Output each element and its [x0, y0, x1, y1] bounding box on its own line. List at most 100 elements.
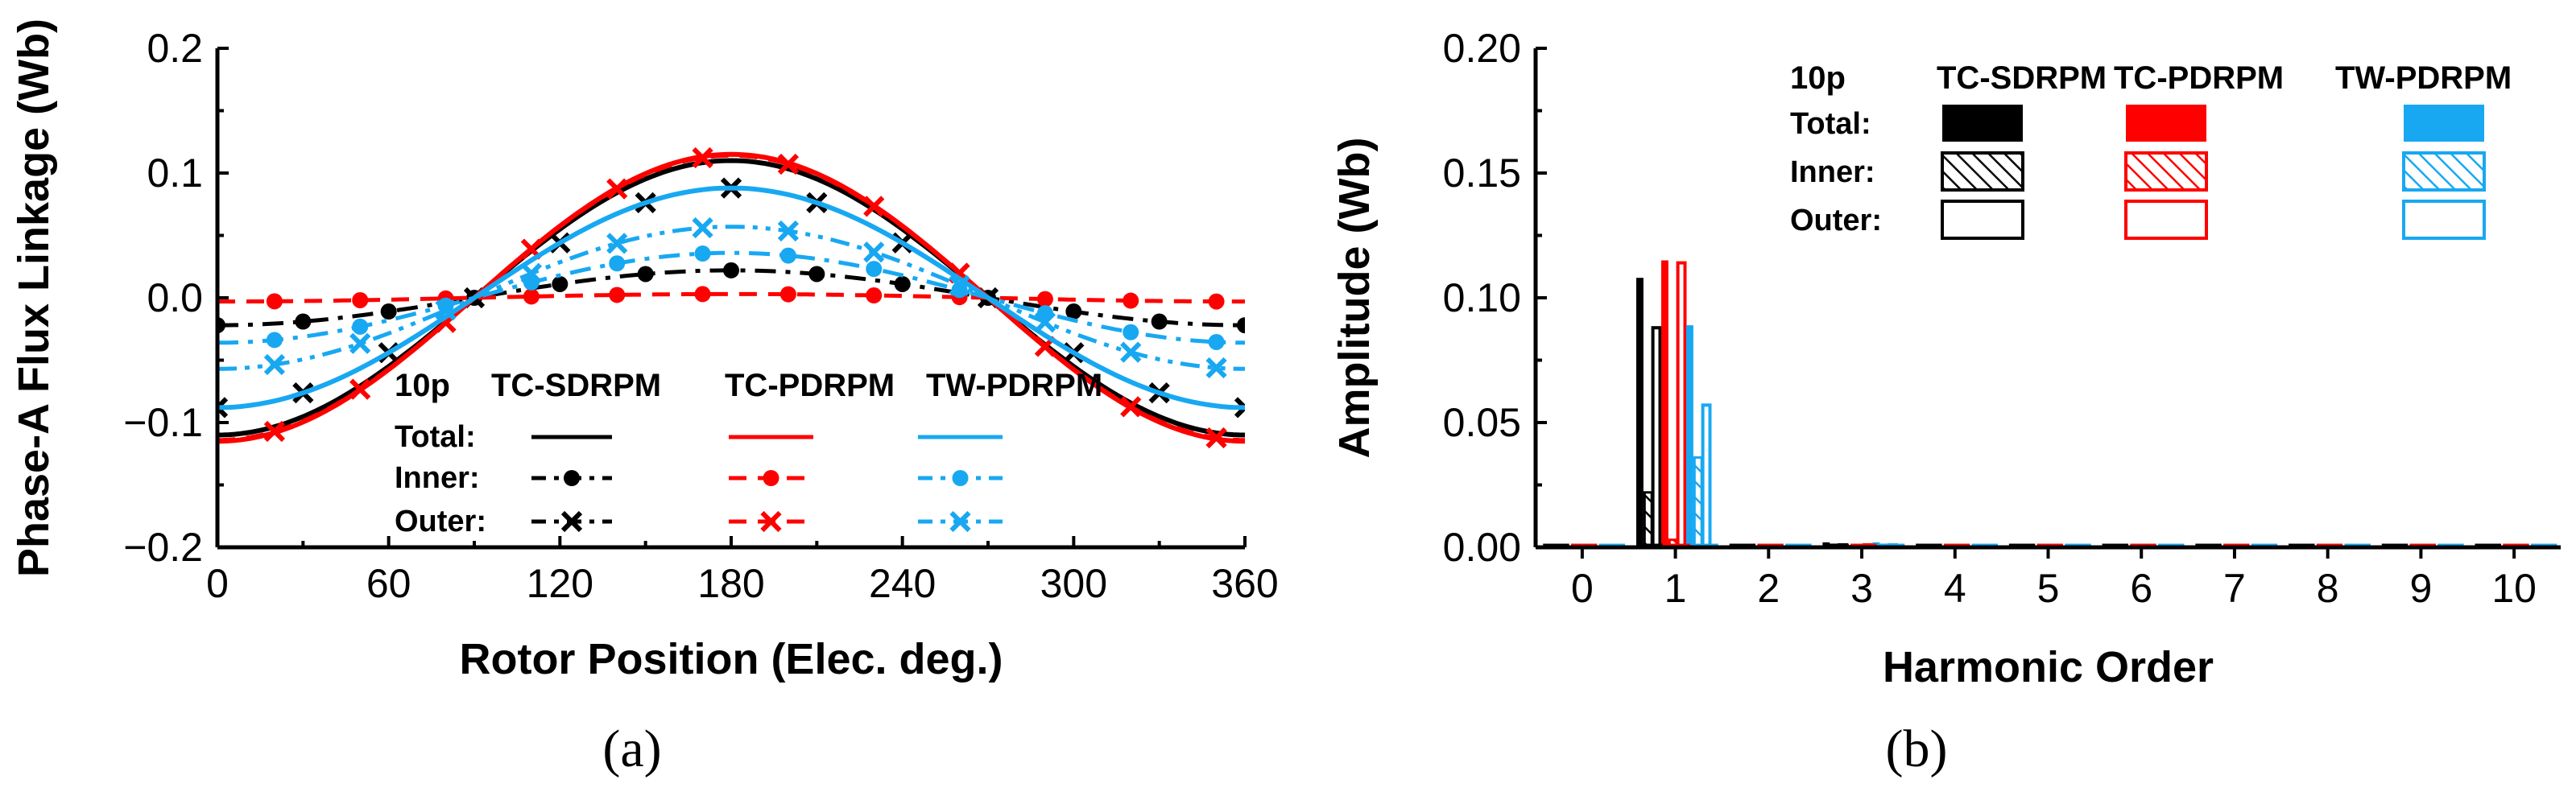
marker-cross — [1234, 397, 1245, 419]
marker-dot — [609, 287, 626, 303]
legend-column-tc-pdrpm: TC-PDRPM — [725, 368, 895, 403]
bar — [1701, 403, 1712, 549]
bar — [1661, 260, 1668, 547]
marker-cross — [1120, 396, 1142, 418]
marker-dot — [1036, 291, 1053, 307]
marker-dot — [1208, 333, 1225, 350]
x-tick-label: 3 — [1850, 566, 1873, 611]
y-axis-title: Phase-A Flux Linkage (Wb) — [10, 19, 58, 577]
y-tick-label: 0.10 — [1443, 275, 1521, 320]
x-tick-label: 1 — [1664, 566, 1687, 611]
x-tick-label: 8 — [2317, 566, 2339, 611]
x-tick-label: 7 — [2223, 566, 2246, 611]
marker-cross — [217, 397, 229, 419]
legend-row-total: Total: — [395, 420, 476, 454]
marker-dot — [1237, 317, 1245, 334]
marker-dot — [694, 286, 711, 303]
legend-column-tc-sdrpm: TC-SDRPM — [491, 368, 661, 403]
marker-cross — [520, 262, 543, 284]
legend-marker-cross — [760, 510, 782, 533]
series-tw-pdrpm-inner — [217, 245, 1245, 350]
legend-row-inner: Inner: — [395, 461, 480, 495]
marker-cross — [349, 378, 371, 400]
marker-dot — [894, 275, 911, 292]
legend-swatch-tw-pdrpm-outer — [918, 510, 1003, 533]
y-tick-label: 0.2 — [147, 26, 203, 71]
marker-dot — [1123, 292, 1139, 309]
legend-swatch-tc-sdrpm-inner — [1941, 151, 2024, 192]
marker-cross — [692, 146, 713, 169]
panel-a-series-group — [217, 146, 1245, 449]
series-line-tc-sdrpm-inner — [217, 268, 1245, 328]
x-tick-label: 9 — [2410, 566, 2433, 611]
y-axis-title: Amplitude (Wb) — [1330, 138, 1379, 459]
marker-cross — [777, 220, 800, 242]
marker-cross — [263, 353, 286, 376]
panel-b-legend: 10p TC-SDRPM TC-PDRPM TW-PDRPM Total: Inner: O… — [1790, 60, 2512, 240]
marker-dot — [380, 303, 397, 320]
marker-cross — [349, 332, 371, 354]
x-tick-label: 0 — [1571, 566, 1594, 611]
panel-a-axes: −0.2 −0.1 0.0 0.1 0.2 0 60 120 180 240 300 360 Rotor… — [10, 19, 1279, 683]
marker-cross — [1034, 311, 1056, 333]
marker-dot — [523, 288, 540, 305]
panel-b-plot-area — [1543, 260, 2557, 550]
marker-dot — [552, 275, 569, 292]
marker-cross — [606, 178, 628, 200]
series-tc-pdrpm-outer — [217, 146, 1245, 449]
series-tc-pdrpm-inner — [217, 286, 1245, 310]
marker-dot — [951, 282, 968, 299]
y-tick-label: 0.1 — [147, 151, 203, 196]
marker-dot — [1208, 293, 1225, 310]
x-tick-label: 6 — [2130, 566, 2152, 611]
panel-a-line-chart: −0.2 −0.1 0.0 0.1 0.2 0 60 120 180 240 300 360 Rotor… — [10, 19, 1279, 683]
legend-swatch-tc-pdrpm-outer — [2124, 200, 2208, 240]
caption-a: (a) — [602, 720, 661, 778]
legend-title: 10p — [395, 368, 450, 403]
marker-cross — [949, 274, 970, 296]
legend-column-tw-pdrpm: TW-PDRPM — [926, 368, 1102, 403]
marker-dot — [808, 266, 825, 283]
panel-a-plot-area — [217, 146, 1245, 449]
x-tick-label: 5 — [2037, 566, 2060, 611]
marker-dot — [637, 266, 654, 283]
bar-series-tw-pdrpm-inner — [1693, 456, 1890, 549]
legend-swatch-tc-sdrpm-outer — [531, 510, 612, 533]
marker-cross — [263, 420, 286, 443]
legend-column-tc-pdrpm: TC-PDRPM — [2114, 60, 2284, 96]
x-tick-label: 120 — [527, 561, 593, 606]
bar — [1686, 325, 1693, 547]
marker-dot — [1151, 313, 1168, 330]
x-tick-label: 240 — [869, 561, 936, 606]
bar-series-tw-pdrpm-outer — [1701, 403, 1899, 550]
legend-swatch-tc-pdrpm-outer — [729, 510, 813, 533]
legend-marker-cross — [949, 510, 971, 533]
series-line-tc-pdrpm-outer — [217, 153, 1245, 443]
legend-swatch-tc-sdrpm-inner — [531, 470, 612, 486]
x-tick-label: 60 — [366, 561, 411, 606]
legend-marker-dot — [952, 470, 969, 486]
legend-row-inner: Inner: — [1790, 155, 1875, 189]
y-tick-label: 0.00 — [1443, 525, 1521, 570]
marker-dot — [295, 313, 312, 330]
legend-swatch-tw-pdrpm-inner — [2402, 151, 2486, 192]
bar — [1643, 491, 1653, 549]
y-tick-label: −0.1 — [123, 400, 203, 445]
y-tick-label: −0.2 — [123, 525, 203, 570]
bar — [1636, 278, 1644, 547]
marker-dot — [866, 261, 883, 278]
panel-b-bar-chart: 0.00 0.05 0.10 0.15 0.20 0 1 2 3 4 5 6 7 8 9 10 Harmonic… — [1330, 26, 2561, 691]
caption-b: (b) — [1886, 720, 1948, 778]
bar — [1651, 326, 1662, 549]
y-tick-label: 0.0 — [147, 275, 203, 320]
marker-cross — [692, 217, 713, 239]
marker-dot — [866, 287, 883, 304]
series-line-tw-pdrpm-inner — [217, 250, 1245, 345]
marker-cross — [863, 196, 885, 217]
bar-series-tw-pdrpm-total — [1686, 325, 1880, 547]
x-axis-title: Rotor Position (Elec. deg.) — [459, 635, 1003, 683]
marker-dot — [779, 286, 796, 303]
marker-cross — [777, 153, 800, 175]
panel-b-axes: 0.00 0.05 0.10 0.15 0.20 0 1 2 3 4 5 6 7 8 9 10 Harmonic… — [1330, 26, 2561, 691]
